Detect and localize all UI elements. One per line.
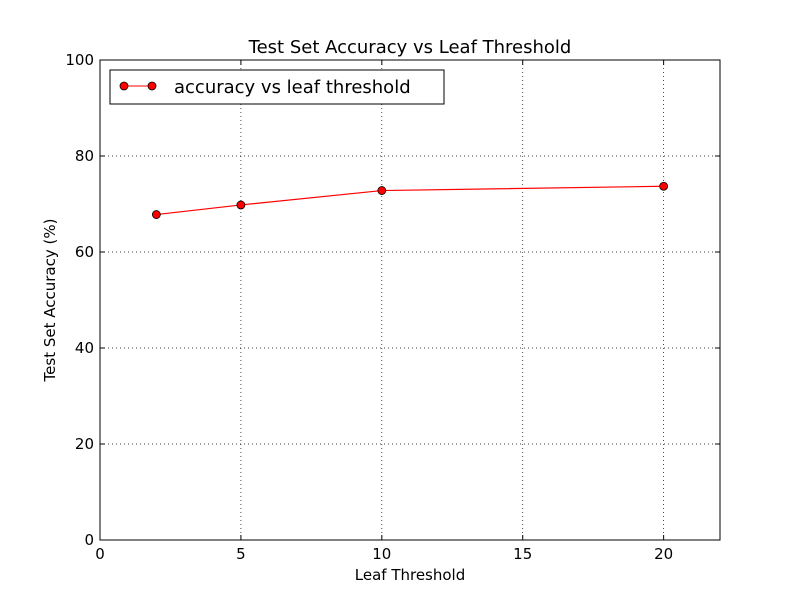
data-point	[377, 186, 387, 195]
x-tick-label: 10	[372, 545, 391, 563]
x-axis-label: Leaf Threshold	[355, 566, 466, 584]
x-tick-label: 20	[654, 545, 673, 563]
legend-marker	[147, 81, 157, 91]
legend-marker	[119, 81, 129, 91]
data-point	[151, 210, 161, 219]
series-line	[156, 185, 664, 216]
plot-area	[100, 60, 720, 540]
y-tick-label: 100	[65, 51, 94, 69]
y-tick-label: 80	[75, 147, 94, 165]
plot-frame	[99, 59, 721, 541]
data-point	[236, 200, 246, 210]
data-point	[659, 181, 669, 191]
legend-label: accuracy vs leaf threshold	[174, 77, 411, 98]
x-tick-label: 0	[95, 545, 105, 563]
x-tick-label: 15	[513, 545, 532, 563]
legend-box	[109, 69, 445, 105]
y-tick-label: 0	[84, 531, 94, 549]
x-tick-label: 5	[236, 545, 246, 563]
axis-ticks: 0 5 10 15 20 0 20 40 60 80 100	[65, 51, 720, 563]
y-tick-label: 20	[75, 435, 94, 453]
y-tick-label: 40	[75, 339, 94, 357]
grid-lines	[100, 60, 720, 540]
data-series	[151, 181, 669, 219]
legend: accuracy vs leaf threshold	[109, 69, 445, 105]
chart-title: Test Set Accuracy vs Leaf Threshold	[248, 37, 572, 58]
y-tick-label: 60	[75, 243, 94, 261]
y-axis-label: Test Set Accuracy (%)	[41, 219, 59, 383]
